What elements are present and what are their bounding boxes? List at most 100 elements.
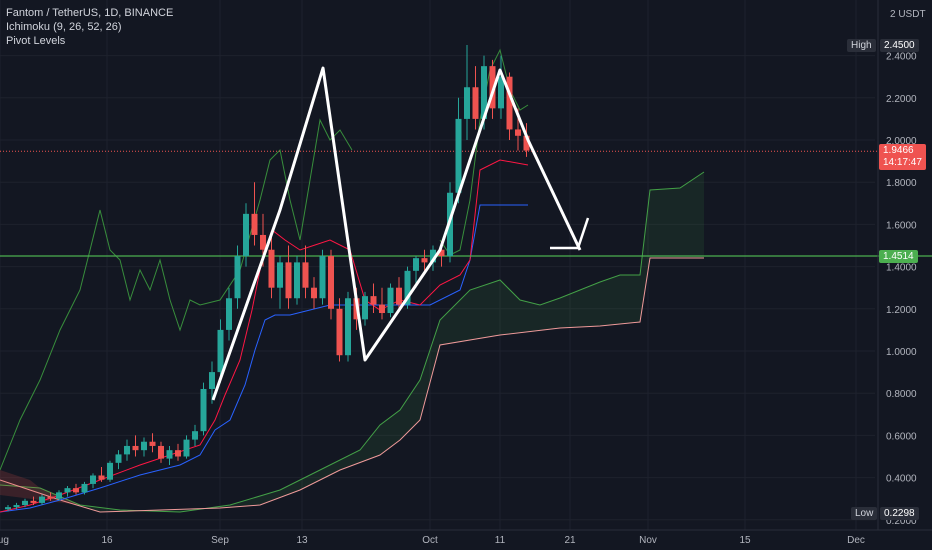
candle <box>336 298 343 362</box>
candle-body <box>81 483 88 493</box>
lagging-span-line <box>0 118 353 471</box>
candle <box>455 97 462 204</box>
candle-body <box>115 454 122 463</box>
candle <box>175 443 181 461</box>
ichimoku-cloud <box>0 172 704 512</box>
candle-body <box>251 213 258 235</box>
price-tick-label: 2.4000 <box>886 52 917 63</box>
time-tick-label: Oct <box>422 535 438 546</box>
price-tick-label: 0.4000 <box>886 474 917 485</box>
candle-body <box>226 298 232 330</box>
candle-body <box>413 258 419 271</box>
candle-body <box>362 296 368 320</box>
candle <box>149 433 156 453</box>
horizontal-level-badge: 1.4514 <box>879 250 918 263</box>
high-marker-value: 2.4500 <box>880 39 919 52</box>
candle-body <box>430 249 436 263</box>
candle <box>158 441 164 463</box>
candle-body <box>149 441 156 446</box>
candle-body <box>472 87 479 119</box>
grid-lines <box>0 0 875 530</box>
candle-body <box>379 304 385 314</box>
candle-body <box>5 507 11 510</box>
candle <box>421 249 428 271</box>
candle-body <box>387 287 394 314</box>
candle-body <box>175 450 181 457</box>
candle <box>234 245 241 309</box>
candle-body <box>464 87 470 119</box>
candle-body <box>294 262 300 299</box>
candle <box>22 498 28 508</box>
candle <box>30 496 37 506</box>
candle <box>141 437 147 457</box>
candle-body <box>234 256 241 299</box>
candle <box>115 450 122 470</box>
candle-body <box>311 287 317 299</box>
candle <box>387 283 394 318</box>
candle <box>396 277 402 309</box>
symbol-title[interactable]: Fantom / TetherUS, 1D, BINANCE <box>6 7 174 19</box>
candle-body <box>336 308 343 356</box>
candle-body <box>404 270 411 305</box>
price-tick-label: 1.2000 <box>886 305 917 316</box>
candles <box>5 45 530 512</box>
candle-body <box>506 76 513 130</box>
candle-body <box>132 445 139 451</box>
base-line <box>0 204 528 513</box>
candle-body <box>498 76 504 109</box>
candle <box>166 445 173 465</box>
pivot-levels-indicator-label[interactable]: Pivot Levels <box>6 35 66 47</box>
candle-body <box>47 496 54 499</box>
candle <box>251 182 258 246</box>
price-tick-label: 2.0000 <box>886 136 917 147</box>
time-tick-label: Aug <box>0 535 9 546</box>
candle-body <box>158 445 164 459</box>
candle <box>209 361 215 404</box>
price-tick-label: 1.8000 <box>886 178 917 189</box>
low-marker-value: 0.2298 <box>880 507 919 520</box>
leading-span-b <box>0 257 704 513</box>
ichimoku-indicator-label[interactable]: Ichimoku (9, 26, 52, 26) <box>6 21 122 33</box>
candle-body <box>209 372 215 389</box>
candle <box>39 494 45 506</box>
candle-body <box>319 256 326 299</box>
candle-body <box>13 505 20 508</box>
time-tick-label: 13 <box>296 535 308 546</box>
candle-body <box>200 388 207 432</box>
price-tick-label: 1.4000 <box>886 263 917 274</box>
candle <box>73 483 79 495</box>
candle <box>413 256 419 288</box>
candle-body <box>192 431 198 440</box>
drawn-pattern-line <box>211 66 582 401</box>
bar-countdown: 14:17:47 <box>883 157 922 168</box>
candle <box>268 234 275 299</box>
candle-body <box>73 488 79 493</box>
candle <box>226 287 232 341</box>
conversion-line <box>0 159 529 513</box>
leading-span-a <box>0 171 705 513</box>
candle-body <box>30 500 37 503</box>
candle-body <box>421 258 428 263</box>
candle <box>345 291 351 362</box>
candle <box>200 382 207 436</box>
candle <box>498 55 504 119</box>
candle <box>472 66 479 130</box>
candle-body <box>39 496 45 503</box>
arrow-head-icon <box>550 217 590 250</box>
time-tick-label: 16 <box>101 535 113 546</box>
candle-body <box>268 249 275 288</box>
candle <box>379 287 385 320</box>
candle-body <box>481 66 487 119</box>
candle <box>311 277 317 309</box>
candle <box>370 283 377 314</box>
candle <box>64 486 71 497</box>
price-tick-label: 0.8000 <box>886 389 917 400</box>
price-tick-label: 0.2000 <box>886 516 917 527</box>
candle-body <box>277 262 283 288</box>
candle-body <box>523 135 530 151</box>
candle <box>464 45 470 140</box>
candle <box>404 266 411 309</box>
candle-body <box>345 298 351 356</box>
